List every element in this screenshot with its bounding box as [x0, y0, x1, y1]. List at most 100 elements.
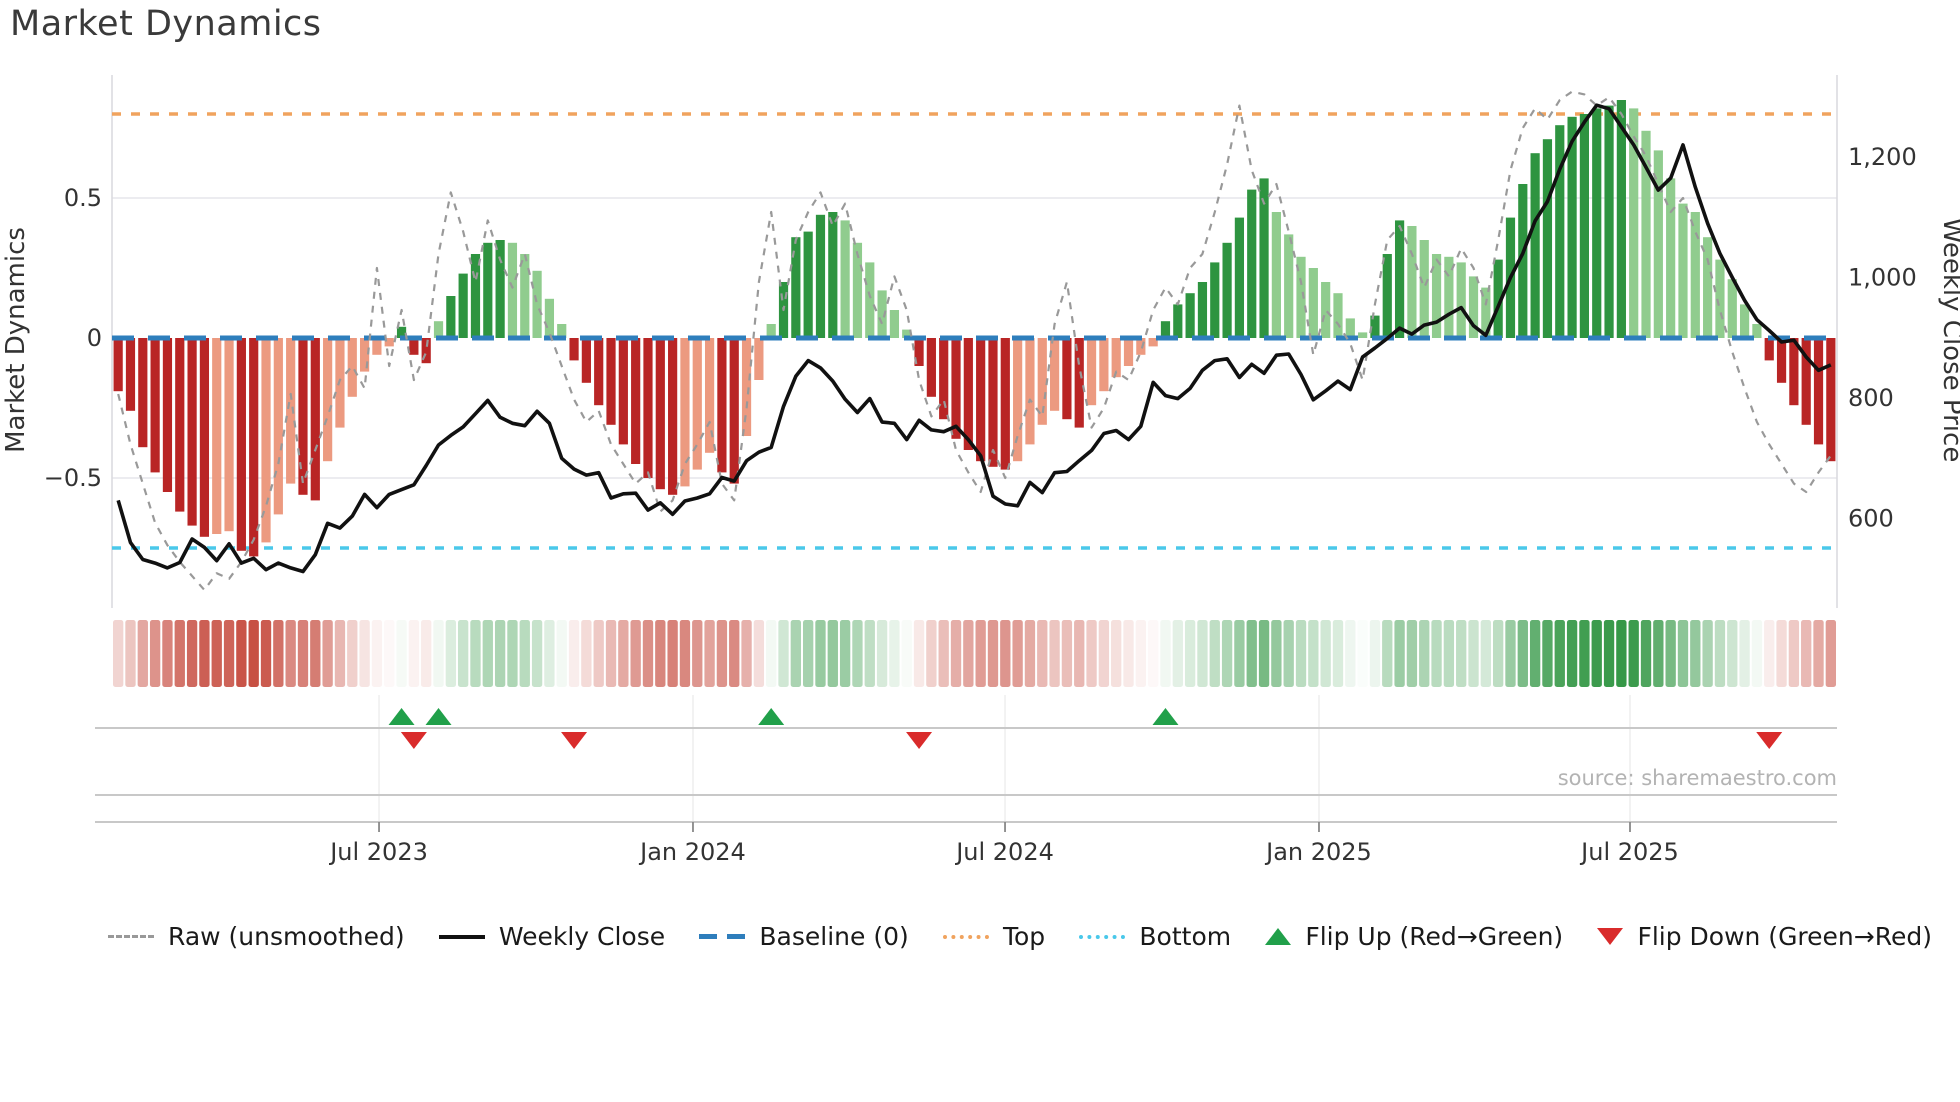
heatmap-cell — [827, 620, 838, 687]
momentum-bar — [655, 338, 665, 490]
momentum-bar — [1653, 150, 1663, 338]
heatmap-cell — [297, 620, 309, 687]
momentum-bar — [1234, 217, 1245, 338]
momentum-bar — [902, 329, 912, 338]
heatmap-cell — [1320, 620, 1331, 687]
momentum-bar — [125, 338, 136, 411]
heatmap-cell — [1148, 620, 1159, 687]
heatmap-cell — [1690, 620, 1701, 687]
momentum-bar — [1592, 108, 1602, 339]
heatmap-cell — [1443, 620, 1455, 687]
heatmap-cell — [679, 620, 691, 687]
heatmap-cell — [1468, 620, 1479, 687]
heatmap-cell — [334, 620, 346, 687]
momentum-bar — [741, 338, 752, 436]
heatmap-cell — [1271, 620, 1282, 687]
heatmap-cell — [1554, 620, 1565, 687]
heatmap-cell — [248, 620, 259, 687]
momentum-bar — [483, 242, 493, 338]
heatmap-cell — [815, 620, 826, 687]
heatmap-cell — [1456, 620, 1467, 687]
momentum-bar — [532, 270, 542, 338]
heatmap-cell — [1739, 620, 1750, 687]
momentum-bar — [1000, 338, 1010, 470]
momentum-bar — [1025, 338, 1035, 445]
momentum-bar — [1382, 254, 1392, 338]
y-right-tick-label: 1,200 — [1848, 143, 1917, 171]
heatmap-cell — [1258, 620, 1270, 687]
y-right-tick-label: 1,000 — [1848, 264, 1917, 292]
heatmap-cell — [1727, 620, 1738, 687]
heatmap-cell — [1369, 620, 1381, 687]
momentum-bar — [261, 338, 271, 543]
heatmap-cell — [1074, 620, 1085, 687]
momentum-bar — [1370, 315, 1380, 338]
heatmap-cell — [1702, 620, 1713, 687]
heatmap-cell — [1123, 620, 1134, 687]
momentum-bar — [1641, 130, 1651, 338]
momentum-bar — [692, 338, 702, 470]
legend-label: Top — [1002, 922, 1046, 951]
heatmap-cell — [113, 620, 124, 687]
heatmap-cell — [938, 620, 949, 687]
heatmap-cell — [975, 620, 986, 687]
heatmap-cell — [1505, 620, 1516, 687]
heatmap-cell — [605, 620, 617, 687]
heatmap-cell — [347, 620, 358, 687]
heatmap-cell — [1160, 620, 1171, 687]
heatmap-cell — [519, 620, 530, 687]
heatmap-cell — [655, 620, 666, 687]
momentum-bar — [1444, 256, 1454, 338]
heatmap-cell — [445, 620, 456, 687]
y-right-axis-title: Weekly Close Price — [1937, 218, 1960, 463]
momentum-bar — [618, 338, 628, 445]
heatmap-cell — [1714, 620, 1726, 687]
flip-down-marker — [400, 732, 427, 749]
momentum-bar — [323, 338, 333, 462]
momentum-bar — [507, 242, 518, 338]
momentum-bar — [631, 338, 641, 464]
x-tick-label: Jan 2025 — [1264, 838, 1372, 866]
heatmap-cell — [1098, 620, 1110, 687]
momentum-bar — [1764, 338, 1774, 361]
momentum-bar — [1049, 338, 1060, 411]
momentum-bar — [372, 338, 382, 355]
heatmap-cell — [1135, 620, 1146, 687]
momentum-bar — [1160, 321, 1171, 338]
momentum-bar — [446, 296, 456, 338]
heatmap-cell — [1000, 620, 1011, 687]
heatmap-cell — [285, 620, 296, 687]
momentum-bar — [1271, 212, 1281, 338]
momentum-bar — [175, 338, 185, 512]
momentum-bar — [704, 338, 715, 453]
flip-up-marker — [425, 708, 452, 725]
momentum-bar — [1604, 105, 1614, 338]
heatmap-cell — [1246, 620, 1257, 687]
momentum-bar — [236, 338, 246, 551]
heatmap-cell — [1037, 620, 1048, 687]
momentum-bar — [249, 338, 259, 557]
heatmap-cell — [322, 620, 333, 687]
heatmap-cell — [1480, 620, 1491, 687]
momentum-bar — [138, 338, 148, 448]
heatmap-cell — [174, 620, 185, 687]
heatmap-cell — [556, 620, 567, 687]
heatmap-cell — [1603, 620, 1615, 687]
momentum-bar — [1333, 293, 1343, 338]
momentum-bar — [212, 338, 222, 534]
momentum-bar — [359, 338, 370, 372]
momentum-bar — [1345, 318, 1355, 338]
heatmap-cell — [692, 620, 703, 687]
heatmap-cell — [482, 620, 493, 687]
momentum-bar — [1197, 282, 1208, 338]
heatmap-cell — [642, 620, 654, 687]
heatmap-cell — [950, 620, 962, 687]
raw-line — [117, 90, 1832, 592]
flip-down-marker — [561, 732, 588, 749]
heatmap-cell — [1234, 620, 1245, 687]
momentum-bar — [815, 214, 826, 338]
x-tick-label: Jul 2024 — [954, 838, 1054, 866]
momentum-bar — [187, 338, 197, 526]
cyan-dotted-line-icon — [1079, 934, 1126, 939]
heatmap-cell — [766, 620, 777, 687]
